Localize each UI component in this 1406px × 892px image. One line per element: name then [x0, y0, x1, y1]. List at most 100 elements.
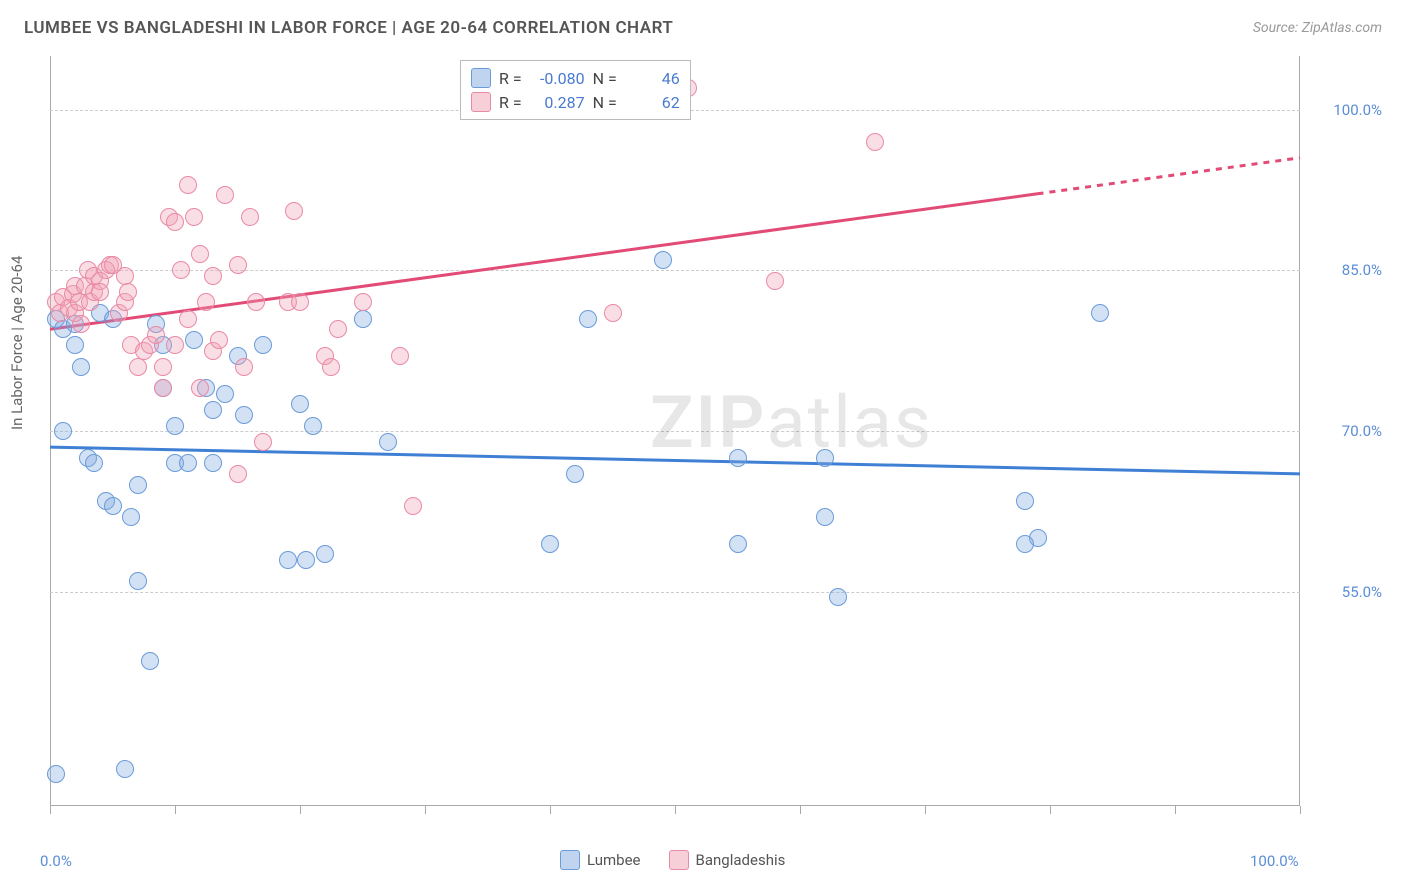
data-point-bangladeshis [191, 245, 209, 263]
legend-item-lumbee: Lumbee [560, 850, 641, 870]
data-point-bangladeshis [197, 293, 215, 311]
bottom-legend: Lumbee Bangladeshis [560, 850, 785, 870]
data-point-lumbee [141, 652, 159, 670]
data-point-lumbee [297, 551, 315, 569]
data-point-lumbee [179, 454, 197, 472]
legend-item-bangladeshis: Bangladeshis [669, 850, 786, 870]
data-point-bangladeshis [172, 261, 190, 279]
data-point-lumbee [291, 395, 309, 413]
data-point-lumbee [729, 535, 747, 553]
data-point-lumbee [304, 417, 322, 435]
data-point-bangladeshis [241, 208, 259, 226]
x-tick-mark [675, 806, 676, 814]
data-point-bangladeshis [119, 283, 137, 301]
gridline-h [50, 431, 1300, 432]
stats-legend-box: R = -0.080 N = 46 R = 0.287 N = 62 [460, 60, 691, 120]
data-point-bangladeshis [166, 336, 184, 354]
data-point-bangladeshis [72, 315, 90, 333]
gridline-h [50, 592, 1300, 593]
r-value: 0.287 [530, 93, 585, 112]
data-point-bangladeshis [285, 202, 303, 220]
swatch-blue-icon [560, 850, 580, 870]
r-label: R = [499, 69, 522, 88]
x-tick-label: 0.0% [40, 852, 72, 870]
data-point-lumbee [541, 535, 559, 553]
chart-source: Source: ZipAtlas.com [1253, 20, 1382, 36]
data-point-lumbee [654, 251, 672, 269]
data-point-bangladeshis [604, 304, 622, 322]
x-tick-mark [1175, 806, 1176, 814]
chart-title: LUMBEE VS BANGLADESHI IN LABOR FORCE | A… [24, 18, 673, 38]
n-label: N = [593, 93, 617, 112]
data-point-lumbee [66, 336, 84, 354]
data-point-lumbee [47, 765, 65, 783]
n-value: 62 [625, 93, 680, 112]
swatch-blue-icon [471, 68, 491, 88]
data-point-lumbee [566, 465, 584, 483]
data-point-bangladeshis [354, 293, 372, 311]
x-tick-mark [175, 806, 176, 814]
y-tick-label: 85.0% [1342, 261, 1382, 279]
data-point-bangladeshis [254, 433, 272, 451]
data-point-lumbee [579, 310, 597, 328]
swatch-pink-icon [669, 850, 689, 870]
x-tick-mark [300, 806, 301, 814]
y-axis-label: In Labor Force | Age 20-64 [8, 256, 26, 430]
data-point-bangladeshis [766, 272, 784, 290]
data-point-lumbee [354, 310, 372, 328]
data-point-lumbee [254, 336, 272, 354]
data-point-bangladeshis [91, 283, 109, 301]
data-point-lumbee [72, 358, 90, 376]
data-point-lumbee [816, 449, 834, 467]
data-point-lumbee [279, 551, 297, 569]
x-tick-mark [425, 806, 426, 814]
stats-row-bangladeshis: R = 0.287 N = 62 [471, 90, 680, 114]
data-point-lumbee [1016, 535, 1034, 553]
data-point-lumbee [85, 454, 103, 472]
r-label: R = [499, 93, 522, 112]
data-point-bangladeshis [191, 379, 209, 397]
legend-label: Bangladeshis [696, 851, 786, 869]
data-point-lumbee [129, 476, 147, 494]
data-point-bangladeshis [235, 358, 253, 376]
x-tick-mark [1050, 806, 1051, 814]
x-tick-mark [925, 806, 926, 814]
legend-label: Lumbee [587, 851, 641, 869]
data-point-lumbee [216, 385, 234, 403]
data-point-bangladeshis [391, 347, 409, 365]
data-point-bangladeshis [166, 213, 184, 231]
data-point-lumbee [316, 545, 334, 563]
n-value: 46 [625, 69, 680, 88]
data-point-lumbee [54, 422, 72, 440]
x-tick-mark [50, 806, 51, 814]
data-point-lumbee [122, 508, 140, 526]
data-point-lumbee [816, 508, 834, 526]
data-point-bangladeshis [154, 358, 172, 376]
y-tick-label: 55.0% [1342, 583, 1382, 601]
data-point-bangladeshis [216, 186, 234, 204]
data-point-bangladeshis [129, 358, 147, 376]
data-point-lumbee [116, 760, 134, 778]
data-point-bangladeshis [329, 320, 347, 338]
x-tick-mark [800, 806, 801, 814]
data-point-bangladeshis [866, 133, 884, 151]
chart-container: LUMBEE VS BANGLADESHI IN LABOR FORCE | A… [0, 0, 1406, 892]
stats-row-lumbee: R = -0.080 N = 46 [471, 66, 680, 90]
data-point-lumbee [829, 588, 847, 606]
x-tick-mark [550, 806, 551, 814]
data-point-lumbee [204, 401, 222, 419]
data-point-lumbee [1016, 492, 1034, 510]
data-point-lumbee [379, 433, 397, 451]
data-point-lumbee [204, 454, 222, 472]
y-tick-label: 70.0% [1342, 422, 1382, 440]
data-point-bangladeshis [185, 208, 203, 226]
data-point-bangladeshis [147, 326, 165, 344]
data-point-lumbee [166, 417, 184, 435]
data-point-bangladeshis [229, 465, 247, 483]
data-point-lumbee [129, 572, 147, 590]
n-label: N = [593, 69, 617, 88]
data-point-bangladeshis [179, 310, 197, 328]
data-point-lumbee [185, 331, 203, 349]
r-value: -0.080 [530, 69, 585, 88]
data-point-bangladeshis [210, 331, 228, 349]
